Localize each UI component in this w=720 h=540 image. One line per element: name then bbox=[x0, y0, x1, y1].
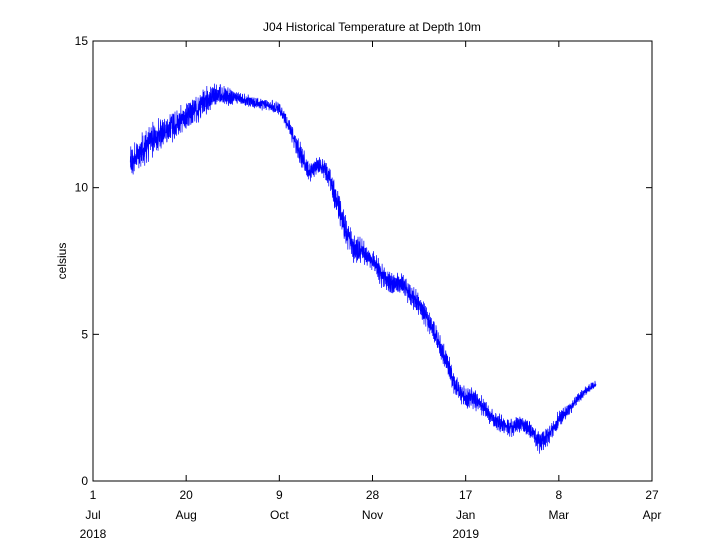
y-tick-label: 15 bbox=[75, 34, 89, 48]
y-tick-label: 0 bbox=[81, 474, 88, 488]
y-tick-label: 5 bbox=[81, 327, 88, 341]
x-tick-day-label: 17 bbox=[459, 488, 473, 502]
x-tick-day-label: 1 bbox=[90, 488, 97, 502]
x-tick-year-label: 2019 bbox=[452, 527, 479, 540]
y-tick-label: 10 bbox=[75, 181, 89, 195]
x-tick-month-label: Mar bbox=[548, 508, 569, 522]
x-tick-day-label: 8 bbox=[555, 488, 562, 502]
series-line-0 bbox=[129, 83, 597, 454]
x-axis: 1 Jul 2018 20 Aug 9 Oct 28 Nov 17 Jan 2019 8 Mar 27 Apr bbox=[80, 41, 662, 540]
x-tick-month-label: Aug bbox=[175, 508, 196, 522]
chart-title: J04 Historical Temperature at Depth 10m bbox=[263, 20, 481, 34]
y-axis-label: celsius bbox=[55, 243, 69, 280]
x-tick-month-label: Jul bbox=[85, 508, 100, 522]
x-tick-month-label: Apr bbox=[643, 508, 662, 522]
x-tick-day-label: 28 bbox=[366, 488, 380, 502]
series-layer bbox=[129, 83, 597, 454]
x-tick-day-label: 27 bbox=[645, 488, 659, 502]
x-tick-month-label: Jan bbox=[456, 508, 475, 522]
x-tick-month-label: Nov bbox=[362, 508, 383, 522]
x-tick-month-label: Oct bbox=[270, 508, 289, 522]
x-tick-year-label: 2018 bbox=[80, 527, 107, 540]
y-axis: 0 5 10 15 bbox=[75, 34, 652, 488]
x-tick-day-label: 20 bbox=[179, 488, 193, 502]
x-tick-day-label: 9 bbox=[276, 488, 283, 502]
